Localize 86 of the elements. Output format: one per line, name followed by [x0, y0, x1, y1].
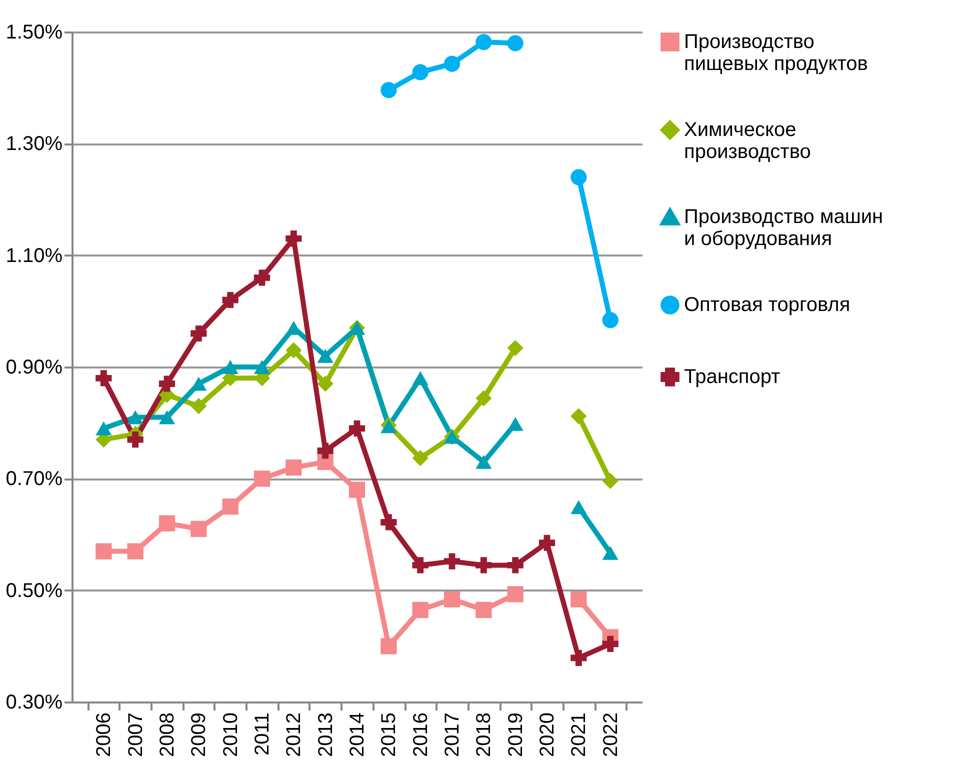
point [317, 348, 334, 363]
point [96, 543, 112, 560]
point [96, 421, 112, 436]
point [507, 586, 524, 602]
point [254, 470, 270, 487]
point [286, 459, 302, 476]
y-tick-label: 0.70% [6, 468, 63, 490]
point [348, 420, 366, 436]
point [190, 520, 207, 537]
x-tick-label: 2008 [156, 712, 178, 757]
y-tick-label: 1.30% [6, 133, 63, 156]
x-tick-label: 2019 [504, 712, 527, 757]
point [602, 312, 618, 328]
point [476, 557, 492, 574]
point [190, 398, 207, 414]
point [222, 360, 238, 374]
point [602, 636, 618, 652]
x-tick-label: 2012 [283, 712, 306, 757]
legend-label: Оптовая торговля [684, 294, 850, 316]
legend-label: Химическое производство [684, 119, 811, 163]
point [380, 82, 397, 98]
point [570, 500, 587, 514]
point [507, 557, 524, 574]
legend-label: Транспорт [684, 366, 780, 388]
point [96, 370, 112, 386]
point [507, 340, 524, 356]
x-tick-label: 2006 [93, 712, 116, 757]
x-tick-label: 2014 [346, 712, 368, 757]
point [602, 546, 618, 560]
point [127, 410, 144, 424]
point [380, 514, 397, 530]
point [222, 292, 238, 308]
point [570, 591, 587, 608]
point [476, 390, 492, 406]
point [380, 638, 397, 654]
x-tick-label: 2007 [124, 712, 147, 757]
point [476, 34, 492, 50]
point [286, 342, 302, 358]
point [570, 408, 587, 424]
point [317, 376, 334, 392]
point [570, 650, 587, 666]
x-tick-label: 2010 [220, 712, 242, 757]
y-tick-label: 1.10% [6, 244, 63, 267]
point [158, 376, 176, 392]
y-tick-label: 1.50% [6, 22, 63, 44]
y-tick-label: 0.90% [6, 356, 63, 378]
point [412, 602, 428, 618]
point [507, 416, 524, 431]
x-tick-label: 2016 [410, 712, 432, 757]
x-tick-label: 2015 [378, 712, 400, 757]
x-tick-label: 2022 [600, 712, 622, 757]
point [158, 515, 176, 532]
point [254, 270, 270, 286]
x-tick-label: 2011 [252, 712, 274, 756]
point [602, 472, 618, 489]
point [444, 553, 460, 570]
y-tick-label: 0.50% [6, 580, 63, 602]
point [348, 482, 366, 498]
y-tick-label: 0.30% [6, 692, 63, 714]
point [412, 557, 428, 574]
x-tick-label: 2021 [568, 712, 590, 757]
point [190, 325, 207, 342]
point [222, 498, 238, 515]
x-tick-label: 2018 [473, 712, 496, 757]
point [476, 602, 492, 618]
x-tick-label: 2020 [536, 712, 558, 757]
x-tick-label: 2013 [314, 712, 337, 757]
point [286, 230, 302, 247]
x-tick-label: 2009 [188, 712, 210, 757]
point [317, 442, 334, 459]
point [127, 543, 144, 560]
point [127, 432, 144, 448]
point [412, 371, 428, 386]
legend-label: Производство машин и оборудования [684, 206, 884, 250]
point [412, 64, 428, 80]
point [254, 360, 270, 374]
point [476, 454, 492, 469]
point [538, 534, 556, 551]
point [158, 410, 176, 424]
point [570, 169, 587, 186]
point [444, 56, 460, 72]
point [507, 35, 524, 52]
legend-label: Производство пищевых продуктов [684, 31, 868, 75]
point [444, 591, 460, 608]
point [412, 450, 428, 466]
x-tick-label: 2017 [442, 712, 464, 757]
